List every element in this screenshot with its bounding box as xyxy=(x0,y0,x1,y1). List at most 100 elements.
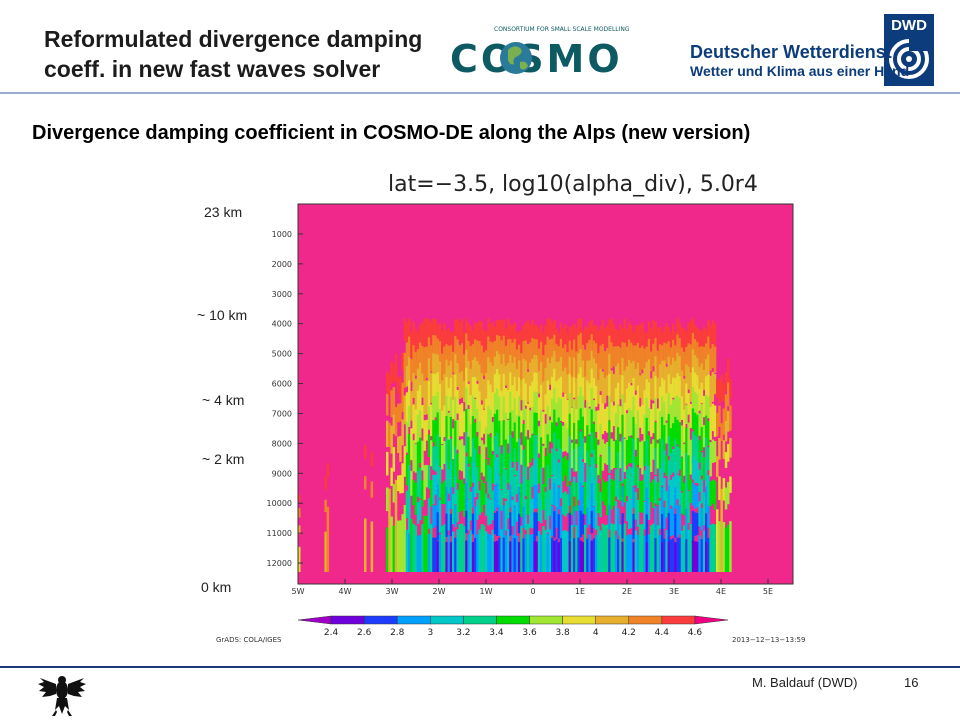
heatmap-cell xyxy=(496,511,499,536)
heatmap-cell xyxy=(674,462,677,495)
heatmap-cell xyxy=(427,434,431,457)
heatmap-cell xyxy=(434,505,437,526)
heatmap-cell xyxy=(696,460,699,484)
heatmap-cell xyxy=(694,372,697,399)
heatmap-cell xyxy=(713,405,717,437)
heatmap-cell xyxy=(474,323,477,347)
heatmap-cell xyxy=(544,324,547,356)
heatmap-cell xyxy=(669,347,673,372)
heatmap-cell xyxy=(526,523,530,572)
heatmap-cell xyxy=(705,376,708,408)
heatmap-cell xyxy=(727,481,730,505)
heatmap-cell xyxy=(727,524,730,572)
heatmap-cell xyxy=(632,462,635,487)
heatmap-cell xyxy=(599,395,602,428)
heatmap-cell xyxy=(434,396,437,418)
heatmap-cell xyxy=(577,537,580,572)
heatmap-cell xyxy=(729,476,732,493)
heatmap-cell xyxy=(632,345,635,377)
heatmap-cell xyxy=(509,459,512,489)
heatmap-cell xyxy=(463,331,466,354)
heatmap-cell xyxy=(643,470,646,502)
heatmap-cell xyxy=(586,538,589,572)
dwd-spiral-icon xyxy=(889,39,931,79)
heatmap-cell xyxy=(559,322,563,344)
heatmap-cell xyxy=(399,435,402,462)
heatmap-cell xyxy=(553,483,556,506)
heatmap-cell xyxy=(557,542,561,572)
heatmap-cell xyxy=(581,462,585,486)
heatmap-cell xyxy=(326,506,330,572)
heatmap-cell xyxy=(502,475,506,499)
heatmap-cell xyxy=(645,362,649,391)
heatmap-cell xyxy=(430,345,433,372)
heatmap-cell xyxy=(674,513,677,538)
heatmap-cell xyxy=(601,343,605,370)
heatmap-cell xyxy=(696,394,699,417)
heatmap-cell xyxy=(696,414,699,444)
heatmap-cell xyxy=(586,360,589,388)
heatmap-cell xyxy=(432,395,435,424)
heatmap-cell xyxy=(672,448,675,473)
heatmap-cell xyxy=(416,470,420,497)
heatmap-cell xyxy=(698,388,701,411)
heatmap-cell xyxy=(434,319,437,350)
heatmap-cell xyxy=(608,319,611,350)
heatmap-cell xyxy=(623,523,627,572)
heatmap-cell xyxy=(557,514,561,539)
heatmap-cell xyxy=(476,383,479,419)
heatmap-cell xyxy=(425,515,429,572)
heatmap-cell xyxy=(397,475,400,492)
heatmap-cell xyxy=(507,389,510,419)
heatmap-cell xyxy=(606,406,609,433)
heatmap-cell xyxy=(608,446,611,474)
heatmap-cell xyxy=(449,513,453,537)
heatmap-cell xyxy=(458,372,462,399)
heatmap-cell xyxy=(707,505,710,528)
heatmap-cell xyxy=(707,447,710,471)
heatmap-cell xyxy=(482,482,486,505)
colorbar-level-label: 2.8 xyxy=(390,628,405,638)
heatmap-cell xyxy=(456,339,459,369)
heatmap-cell xyxy=(370,452,374,467)
heatmap-cell xyxy=(408,318,411,353)
y-tick-label: 1000 xyxy=(272,230,292,239)
heatmap-cell xyxy=(643,441,646,467)
heatmap-cell xyxy=(630,362,633,383)
heatmap-cell xyxy=(434,537,437,572)
heatmap-cell xyxy=(650,351,653,372)
heatmap-cell xyxy=(443,405,446,438)
heatmap-cell xyxy=(696,342,699,363)
heatmap-cell xyxy=(718,405,721,427)
heatmap-cell xyxy=(678,448,682,470)
heatmap-cell xyxy=(432,446,435,470)
heatmap-cell xyxy=(577,395,580,426)
heatmap-cell xyxy=(711,403,715,432)
heatmap-cell xyxy=(575,525,578,572)
heatmap-cell xyxy=(597,379,600,404)
heatmap-cell xyxy=(691,510,695,544)
heatmap-cell xyxy=(683,328,686,355)
heatmap-cell xyxy=(713,323,717,356)
heatmap-cell xyxy=(421,405,424,429)
heatmap-cell xyxy=(680,396,684,420)
heatmap-cell xyxy=(628,339,631,373)
heatmap-cell xyxy=(669,539,673,572)
heatmap-cell xyxy=(432,505,435,529)
heatmap-cell xyxy=(632,396,635,423)
heatmap-cell xyxy=(430,440,433,467)
heatmap-cell xyxy=(570,349,574,380)
heatmap-cell xyxy=(412,372,415,398)
heatmap-cell xyxy=(575,378,578,412)
heatmap-cell xyxy=(540,384,543,410)
heatmap-cell xyxy=(476,340,479,373)
heatmap-cell xyxy=(590,432,594,454)
heatmap-cell xyxy=(463,380,466,403)
heatmap-cell xyxy=(513,476,517,506)
heatmap-cell xyxy=(425,318,429,348)
heatmap-cell xyxy=(326,463,330,477)
heatmap-cell xyxy=(614,535,618,572)
heatmap-cell xyxy=(416,535,420,572)
heatmap-cell xyxy=(577,505,580,539)
heatmap-cell xyxy=(504,387,508,419)
